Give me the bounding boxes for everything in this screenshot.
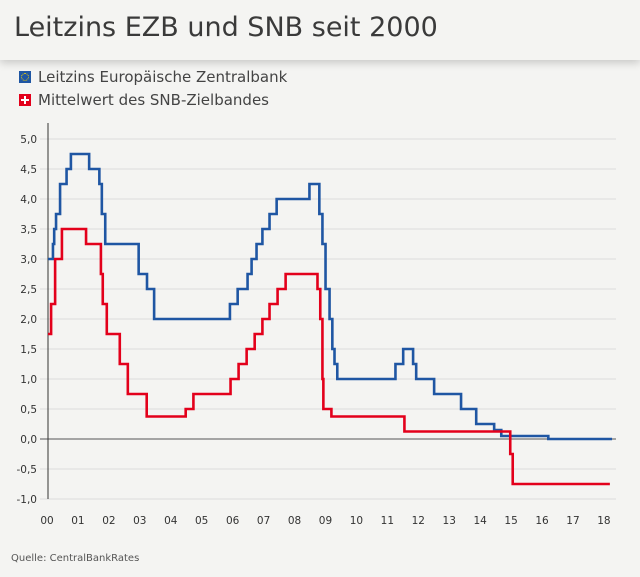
legend-item-snb: Mittelwert des SNB-Zielbandes — [19, 91, 269, 109]
y-tick-label: 4,5 — [20, 164, 37, 176]
y-tick-label: -1,0 — [17, 494, 38, 506]
x-tick-label: 11 — [381, 515, 394, 527]
y-tick-label: 2,5 — [20, 284, 37, 296]
y-tick-label: 4,0 — [20, 194, 37, 206]
header: Leitzins EZB und SNB seit 2000 — [0, 0, 640, 60]
x-tick-label: 03 — [133, 515, 146, 527]
x-tick-label: 09 — [319, 515, 332, 527]
y-tick-label: 3,5 — [20, 224, 37, 236]
x-tick-label: 05 — [195, 515, 208, 527]
y-tick-label: 2,0 — [20, 314, 37, 326]
y-tick-label: 1,5 — [20, 344, 37, 356]
y-tick-label: 5,0 — [20, 134, 37, 146]
source-note: Quelle: CentralBankRates — [11, 553, 140, 564]
x-tick-label: 08 — [288, 515, 301, 527]
series-line-snb — [48, 227, 610, 486]
x-tick-label: 10 — [350, 515, 363, 527]
x-tick-label: 18 — [597, 515, 610, 527]
y-tick-label: 0,5 — [20, 404, 37, 416]
legend-item-ecb: Leitzins Europäische Zentralbank — [19, 68, 287, 86]
legend-label-snb: Mittelwert des SNB-Zielbandes — [38, 91, 269, 109]
x-tick-label: 00 — [40, 515, 53, 527]
y-tick-label: 1,0 — [20, 374, 37, 386]
x-tick-label: 13 — [443, 515, 456, 527]
x-tick-label: 02 — [102, 515, 115, 527]
x-tick-label: 07 — [257, 515, 270, 527]
y-tick-label: -0,5 — [17, 464, 38, 476]
y-tick-label: 3,0 — [20, 254, 37, 266]
eu-flag-icon — [19, 71, 31, 83]
x-tick-label: 14 — [473, 515, 487, 527]
series-line-ecb — [48, 152, 613, 441]
x-tick-label: 01 — [71, 515, 84, 527]
x-tick-label: 04 — [164, 515, 178, 527]
x-tick-label: 15 — [504, 515, 517, 527]
swiss-flag-icon — [19, 94, 31, 106]
x-tick-label: 12 — [412, 515, 425, 527]
chart-title: Leitzins EZB und SNB seit 2000 — [14, 12, 438, 43]
legend-label-ecb: Leitzins Europäische Zentralbank — [38, 68, 288, 86]
y-tick-label: 0,0 — [20, 434, 37, 446]
x-tick-label: 17 — [566, 515, 579, 527]
x-tick-label: 16 — [535, 515, 549, 527]
x-tick-label: 06 — [226, 515, 240, 527]
